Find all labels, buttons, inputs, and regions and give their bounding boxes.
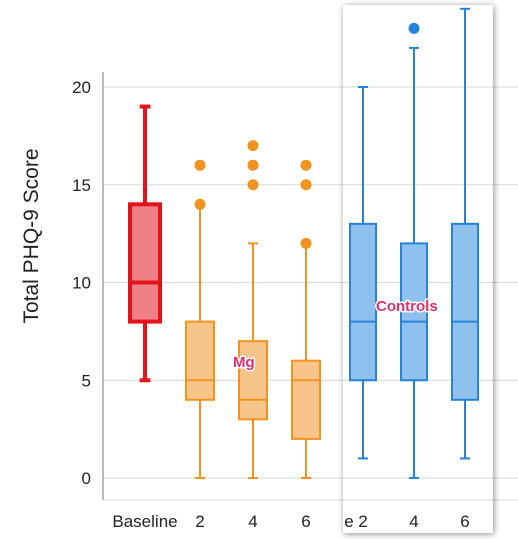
box-iqr (451, 222, 479, 401)
box-mg-4 (238, 140, 268, 479)
overlay-x-tick-label-0: e (344, 512, 353, 531)
y-tick-label-0: 0 (82, 469, 91, 488)
boxes-controls (349, 7, 479, 479)
outlier-1 (247, 159, 259, 171)
box-controls-2 (349, 86, 377, 460)
box-mg-2 (185, 159, 215, 479)
box-iqr (185, 320, 215, 401)
box-mg-6 (291, 159, 321, 479)
boxes-main (128, 104, 321, 479)
y-tick-label-20: 20 (72, 78, 91, 97)
box-iqr (128, 202, 162, 324)
y-axis-label: Total PHQ-9 Score (20, 148, 43, 323)
box-controls-4 (400, 22, 428, 479)
box-controls-6 (451, 7, 479, 460)
box-baseline-Baseline (128, 104, 162, 383)
mg-group-label: Mg (233, 354, 255, 371)
box-iqr (349, 222, 377, 382)
outlier-2 (300, 159, 312, 171)
outlier-1 (194, 159, 206, 171)
x-tick-label-0: Baseline (112, 512, 177, 531)
x-tick-label-2: 4 (248, 512, 257, 531)
outlier-0 (194, 198, 206, 210)
outlier-0 (247, 179, 259, 191)
tick-labels: 0 5 10 15 20 Baseline 2 4 6 (72, 78, 311, 531)
box-iqr (291, 359, 321, 440)
overlay-x-tick-label-2: 4 (409, 512, 418, 531)
outlier-0 (408, 22, 420, 34)
outlier-1 (300, 179, 312, 191)
controls-group-label: Controls (376, 298, 438, 315)
outlier-2 (247, 140, 259, 152)
x-tick-label-1: 2 (195, 512, 204, 531)
y-tick-label-15: 15 (72, 176, 91, 195)
box-iqr (400, 242, 428, 382)
overlay-x-tick-label-1: 2 (358, 512, 367, 531)
y-tick-label-5: 5 (82, 371, 91, 390)
x-tick-label-3: 6 (301, 512, 310, 531)
outlier-0 (300, 237, 312, 249)
y-tick-label-10: 10 (72, 274, 91, 293)
box-iqr (238, 340, 268, 421)
overlay-x-tick-label-3: 6 (460, 512, 469, 531)
